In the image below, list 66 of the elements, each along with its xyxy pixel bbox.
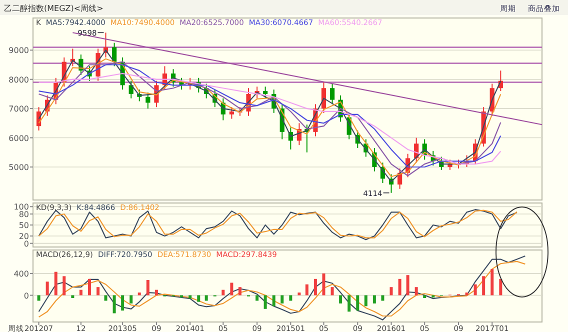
bar xyxy=(230,282,234,296)
bar xyxy=(372,295,376,304)
bar xyxy=(54,272,58,296)
bar xyxy=(138,292,141,296)
candlestick xyxy=(330,83,335,105)
bar xyxy=(330,287,334,296)
bar xyxy=(264,295,267,309)
bar xyxy=(339,295,342,304)
bar xyxy=(474,284,477,296)
bar xyxy=(423,295,426,298)
y-tick-label: 7000 xyxy=(8,104,29,114)
candlestick xyxy=(128,80,134,99)
bar xyxy=(154,290,158,296)
bar xyxy=(314,278,317,296)
y-tick-label: 20 xyxy=(18,232,29,241)
bar xyxy=(280,295,284,304)
bar xyxy=(398,278,402,296)
bar xyxy=(390,287,393,296)
bar xyxy=(88,278,91,296)
bar xyxy=(121,295,124,311)
bar xyxy=(46,282,49,296)
bar xyxy=(289,295,292,301)
y-tick-label: 50 xyxy=(18,221,29,230)
bar xyxy=(465,292,468,296)
bar xyxy=(381,295,384,301)
bar xyxy=(256,295,259,301)
chart-title: 乙二醇指数(MEGZ)<周线> xyxy=(4,4,104,13)
bar xyxy=(272,295,276,306)
candlestick xyxy=(229,106,234,120)
bar xyxy=(204,295,208,301)
y-tick-label: 80 xyxy=(18,210,29,219)
bar xyxy=(406,275,410,296)
bar xyxy=(238,287,242,296)
bar xyxy=(490,269,494,296)
bar xyxy=(188,295,192,299)
bar xyxy=(130,295,133,304)
bar xyxy=(62,276,66,296)
bar xyxy=(499,279,502,296)
bar xyxy=(37,295,40,301)
y-tick-label: 8000 xyxy=(8,75,29,84)
bar xyxy=(348,295,351,312)
bar xyxy=(197,295,200,302)
candlestick xyxy=(112,42,117,67)
bar xyxy=(356,295,360,311)
bar xyxy=(112,295,116,314)
candlestick xyxy=(263,86,268,99)
y-tick-label: 0 xyxy=(24,239,29,248)
bar xyxy=(71,295,74,298)
candlestick xyxy=(146,92,150,110)
y-tick-label: 100 xyxy=(14,202,29,212)
y-tick-label: 9000 xyxy=(8,46,29,56)
bar xyxy=(146,280,150,296)
y-tick-label: 5000 xyxy=(8,162,29,172)
bar xyxy=(364,295,368,306)
bar xyxy=(222,290,225,296)
bar xyxy=(414,287,418,296)
bar xyxy=(104,295,108,301)
y-tick-label: 0 xyxy=(24,291,29,300)
y-tick-label: 6000 xyxy=(8,134,29,143)
bar xyxy=(322,273,326,296)
bar xyxy=(79,290,82,296)
bar xyxy=(96,287,100,296)
y-tick-label: 400 xyxy=(14,269,29,278)
bar xyxy=(305,284,308,296)
bar xyxy=(482,276,486,296)
bar xyxy=(298,292,301,296)
